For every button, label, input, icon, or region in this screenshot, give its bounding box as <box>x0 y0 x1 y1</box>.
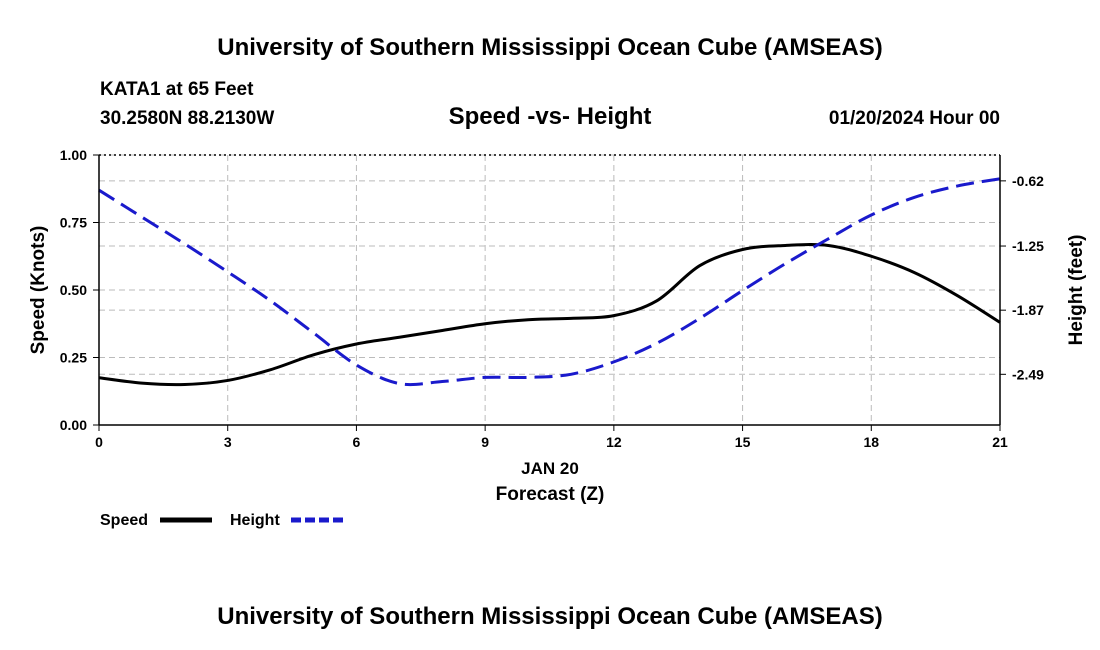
x-axis-label: Forecast (Z) <box>496 484 605 505</box>
y2-tick-label: -1.25 <box>1012 238 1044 254</box>
x-tick-label: 0 <box>95 434 103 450</box>
y2-axis-label: Height (feet) <box>1066 235 1087 346</box>
axes <box>93 154 1006 431</box>
legend-height-label: Height <box>230 512 280 529</box>
x-tick-label: 15 <box>735 434 751 450</box>
legend: Speed Height <box>100 512 343 529</box>
y-axis-label: Speed (Knots) <box>28 226 49 355</box>
y2-tick-label: -2.49 <box>1012 366 1044 382</box>
legend-speed-label: Speed <box>100 512 148 529</box>
footer-title: University of Southern Mississippi Ocean… <box>217 603 882 630</box>
chart-title: University of Southern Mississippi Ocean… <box>217 34 882 61</box>
series-line-height <box>98 177 1001 387</box>
chart-subtitle: Speed -vs- Height <box>449 103 652 130</box>
series-line-speed <box>98 242 1001 387</box>
y-tick-label: 0.25 <box>60 350 87 366</box>
x-tick-label: 9 <box>481 434 489 450</box>
x-tick-label: 12 <box>606 434 622 450</box>
series-layer <box>98 177 1001 387</box>
coordinates-label: 30.2580N 88.2130W <box>100 108 274 129</box>
date-label: 01/20/2024 Hour 00 <box>829 108 1000 129</box>
y-tick-label: 0.00 <box>60 417 87 433</box>
x-tick-label: 21 <box>992 434 1008 450</box>
y-tick-label: 0.50 <box>60 282 87 298</box>
grid <box>98 154 1001 426</box>
y-tick-label: 0.75 <box>60 215 87 231</box>
tick-labels: 0 3 6 9 12 15 18 21 0.00 0.25 0.50 0.75 1.00 -0.62 -1.… <box>60 147 1044 450</box>
x-date-label: JAN 20 <box>521 459 579 478</box>
x-tick-label: 3 <box>224 434 232 450</box>
y2-tick-label: -1.87 <box>1012 302 1044 318</box>
y-tick-label: 1.00 <box>60 147 87 163</box>
x-tick-label: 18 <box>863 434 879 450</box>
x-tick-label: 6 <box>353 434 361 450</box>
y2-tick-label: -0.62 <box>1012 173 1044 189</box>
station-label: KATA1 at 65 Feet <box>100 79 254 100</box>
